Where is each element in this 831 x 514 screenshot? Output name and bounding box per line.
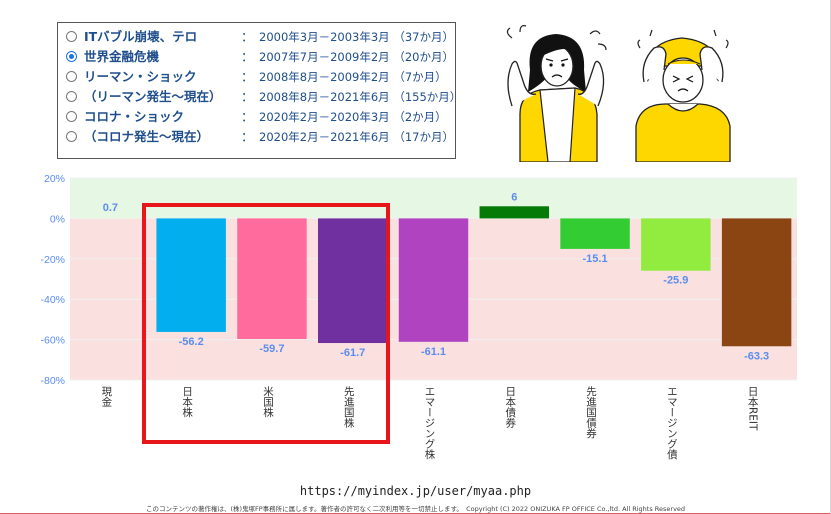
asset-decline-bar-chart: 20% 0% -20% -40% -60% -80% 0.7 現金 -56.2 日本株 -59.7 米… xyxy=(40,173,797,460)
y-tick-label: -80% xyxy=(40,375,65,387)
radio-button[interactable] xyxy=(66,91,77,102)
period-range: 2007年7月－2009年2月 （20か月） xyxy=(259,50,454,64)
data-label: -56.2 xyxy=(179,336,204,348)
period-option[interactable]: ITバブル崩壊、テロ ： 2000年3月－2003年3月 （37か月） xyxy=(66,29,456,47)
period-option[interactable]: リーマン・ショック ： 2008年8月－2009年2月 （7か月） xyxy=(66,69,456,87)
period-separator: ： xyxy=(241,29,254,44)
y-tick-label: -20% xyxy=(40,254,65,266)
period-name: リーマン・ショック xyxy=(84,69,197,84)
data-label: 6 xyxy=(511,191,517,203)
period-selector: ITバブル崩壊、テロ ： 2000年3月－2003年3月 （37か月） 世界金融危機 ：… xyxy=(57,22,461,159)
data-label: -61.1 xyxy=(421,346,446,358)
bar[interactable] xyxy=(75,216,146,219)
data-label: -25.9 xyxy=(663,275,688,287)
worried-woman-icon xyxy=(506,25,607,162)
bar[interactable] xyxy=(479,206,550,219)
bar[interactable] xyxy=(560,218,630,249)
radio-button[interactable] xyxy=(66,131,77,142)
period-separator: ： xyxy=(241,129,254,144)
bar[interactable] xyxy=(721,218,792,347)
period-separator: ： xyxy=(241,89,254,104)
y-tick-label: 0% xyxy=(50,213,65,225)
x-tick-label: 現金 xyxy=(100,386,112,407)
period-range: 2020年2月－2021年6月 （17か月） xyxy=(259,130,454,144)
period-option[interactable]: コロナ・ショック ： 2020年2月－2020年3月 （2か月） xyxy=(66,109,456,127)
copyright-notice: このコンテンツの著作権は、(株)鬼塚FP事務所に属します。著作者の許可なく二次利… xyxy=(145,505,686,513)
period-name: コロナ・ショック xyxy=(84,109,185,124)
y-tick-label: -60% xyxy=(40,335,65,347)
bar[interactable] xyxy=(237,218,307,339)
bar[interactable] xyxy=(398,218,469,342)
period-name: 世界金融危機 xyxy=(84,49,160,64)
data-label: -61.7 xyxy=(340,347,365,359)
worried-people-illustration xyxy=(506,25,731,162)
period-name: ITバブル崩壊、テロ xyxy=(84,29,198,44)
positive-region xyxy=(70,178,797,219)
radio-button[interactable] xyxy=(66,71,77,82)
period-option[interactable]: （コロナ発生～現在） ： 2020年2月－2021年6月 （17か月） xyxy=(66,129,456,147)
x-tick-label: 日本REIT xyxy=(747,386,759,431)
y-tick-label: 20% xyxy=(44,173,65,185)
x-tick-label: 先進国株 xyxy=(343,386,355,429)
period-option[interactable]: （リーマン発生～現在） ： 2008年8月－2021年6月 （155か月） xyxy=(66,89,461,107)
x-tick-label: エマージング株 xyxy=(424,386,436,460)
data-label: 0.7 xyxy=(103,202,118,214)
period-separator: ： xyxy=(241,69,254,84)
source-url[interactable]: https://myindex.jp/user/myaa.php xyxy=(299,484,532,498)
period-name: （リーマン発生～現在） xyxy=(84,89,222,104)
x-tick-label: 先進国債券 xyxy=(585,386,597,439)
radio-button[interactable] xyxy=(66,31,77,42)
period-range: 2000年3月－2003年3月 （37か月） xyxy=(259,30,454,44)
data-label: -63.3 xyxy=(744,350,769,362)
data-label: -15.1 xyxy=(583,253,608,265)
highlight-box xyxy=(142,203,390,444)
period-range: 2020年2月－2020年3月 （2か月） xyxy=(259,110,447,124)
period-option[interactable]: 世界金融危機 ： 2007年7月－2009年2月 （20か月） xyxy=(66,49,456,67)
x-tick-label: 日本株 xyxy=(181,386,193,418)
radio-button[interactable] xyxy=(66,111,77,122)
period-range: 2008年8月－2009年2月 （7か月） xyxy=(259,70,447,84)
x-tick-label: 米国株 xyxy=(262,385,274,418)
x-tick-label: エマージング債 xyxy=(666,386,678,460)
period-name: （コロナ発生～現在） xyxy=(84,129,210,144)
panicking-man-icon xyxy=(635,29,731,162)
period-separator: ： xyxy=(241,49,254,64)
y-tick-label: -40% xyxy=(40,294,65,306)
period-range: 2008年8月－2021年6月 （155か月） xyxy=(259,90,462,104)
bar[interactable] xyxy=(156,218,226,332)
bar[interactable] xyxy=(317,218,388,344)
x-tick-label: 日本債券 xyxy=(504,386,516,429)
bar[interactable] xyxy=(641,218,711,271)
data-label: -59.7 xyxy=(259,343,284,355)
radio-button[interactable] xyxy=(66,51,77,62)
period-separator: ： xyxy=(241,109,254,124)
